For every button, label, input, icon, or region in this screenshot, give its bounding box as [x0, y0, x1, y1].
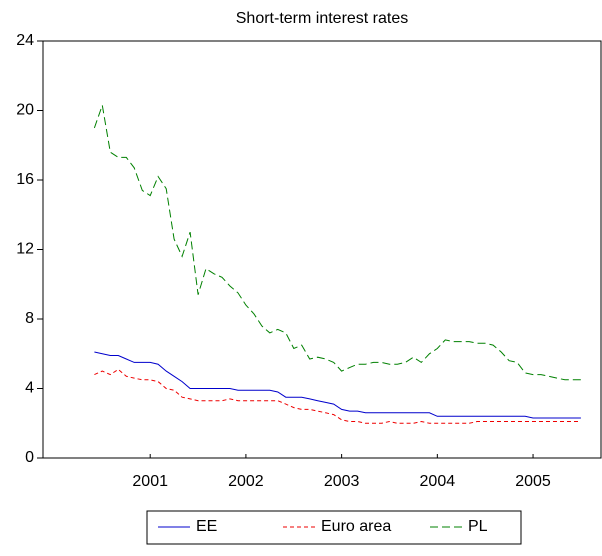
y-tick-label: 24 — [16, 32, 34, 49]
series-line — [94, 351, 581, 419]
x-tick-label: 2004 — [420, 473, 456, 490]
x-tick-label: 2003 — [324, 473, 360, 490]
legend-label: Euro area — [321, 518, 391, 535]
legend-box — [146, 510, 522, 545]
y-tick-label: 12 — [16, 241, 34, 258]
x-tick-label: 2005 — [515, 473, 551, 490]
y-tick-label: 16 — [16, 171, 34, 188]
series-line — [94, 368, 581, 424]
plot-frame — [42, 40, 602, 459]
y-tick-label: 20 — [16, 102, 34, 119]
x-tick-label: 2002 — [228, 473, 264, 490]
legend-label: PL — [468, 518, 488, 535]
x-tick-label: 2001 — [132, 473, 168, 490]
series-line — [93, 105, 581, 381]
legend-label: EE — [196, 518, 217, 535]
y-tick-label: 8 — [25, 310, 34, 327]
y-tick-label: 4 — [25, 380, 34, 397]
y-tick-label: 0 — [25, 449, 34, 466]
chart-title: Short-term interest rates — [236, 10, 409, 27]
